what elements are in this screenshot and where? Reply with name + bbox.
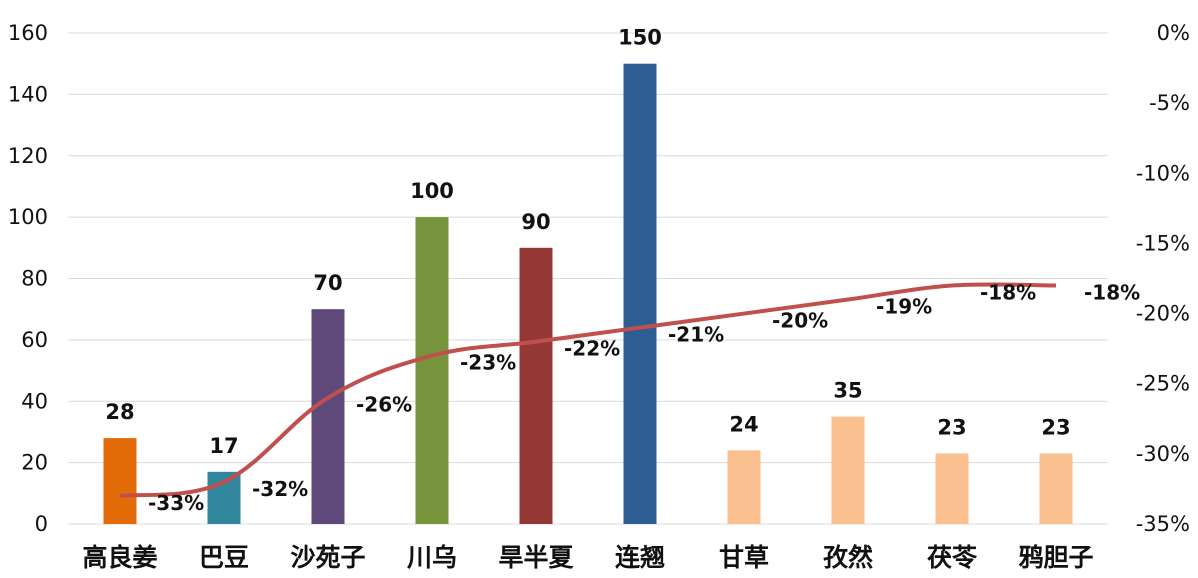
category-label: 连翘 [615,543,665,572]
right-tick-label: 0% [1157,21,1190,45]
right-tick-label: -5% [1149,91,1190,115]
bar [207,471,241,524]
line-value-label: -20% [772,309,828,333]
left-tick-label: 0 [35,512,48,536]
line-value-labels: -33% -32% -26% -23% -22% -21% -20% -19% -18% -18% [148,281,1140,515]
category-label: 甘草 [719,543,769,572]
bar-value-label: 28 [105,400,134,424]
line-value-label: -21% [668,323,724,347]
bar [831,416,865,524]
right-tick-label: -30% [1136,442,1190,466]
line-value-label: -19% [876,295,932,319]
right-tick-label: -25% [1136,372,1190,396]
line-value-label: -32% [252,477,308,501]
left-tick-label: 120 [8,144,48,168]
bar-value-label: 100 [410,179,454,203]
bar [415,217,449,524]
left-tick-label: 160 [8,21,48,45]
bar-value-label: 150 [618,26,662,50]
bar [935,453,969,524]
left-tick-label: 100 [8,205,48,229]
bar [103,438,137,524]
bar-series [103,63,1073,524]
line-value-label: -18% [980,281,1036,305]
category-label: 鸦胆子 [1018,543,1093,572]
left-tick-label: 40 [21,389,48,413]
left-tick-label: 60 [21,328,48,352]
line-series [119,282,1057,498]
category-label: 孜然 [823,543,873,572]
bar [311,309,345,524]
line-value-label: -26% [356,393,412,417]
gridlines [68,32,1108,525]
bar [519,247,553,524]
bar [727,450,761,524]
left-axis-ticks: 0 20 40 60 80 100 120 140 160 [8,21,48,536]
bar-value-label: 17 [209,434,238,458]
bar-value-label: 35 [833,379,862,403]
category-label: 旱半夏 [498,543,574,572]
bar-value-label: 23 [1041,415,1070,439]
category-label: 茯苓 [927,543,978,572]
right-tick-label: -15% [1136,231,1190,255]
bar-value-label: 23 [937,415,966,439]
right-tick-label: -35% [1136,512,1190,536]
bar [1039,453,1073,524]
right-axis-ticks: -35% -30% -25% -20% -15% -10% -5% 0% [1136,21,1190,536]
category-label: 巴豆 [199,543,249,572]
bar-value-labels: 28 17 70 100 90 150 24 35 23 23 [105,26,1070,458]
line-path [119,282,1057,498]
bar-value-label: 24 [729,412,758,436]
right-tick-label: -10% [1136,161,1190,185]
category-label: 川乌 [407,543,457,572]
bar-value-label: 70 [313,271,342,295]
left-tick-label: 20 [21,451,48,475]
line-value-label: -23% [460,351,516,375]
category-label: 高良姜 [82,543,157,572]
left-tick-label: 80 [21,267,48,291]
right-tick-label: -20% [1136,302,1190,326]
bar-value-label: 90 [521,210,550,234]
line-value-label: -18% [1084,281,1140,305]
left-tick-label: 140 [8,82,48,106]
category-labels: 高良姜 巴豆 沙苑子 川乌 旱半夏 连翘 甘草 孜然 茯苓 鸦胆子 [82,543,1093,572]
line-value-label: -33% [148,491,204,515]
category-label: 沙苑子 [290,543,365,572]
bar [623,63,657,524]
line-value-label: -22% [564,337,620,361]
